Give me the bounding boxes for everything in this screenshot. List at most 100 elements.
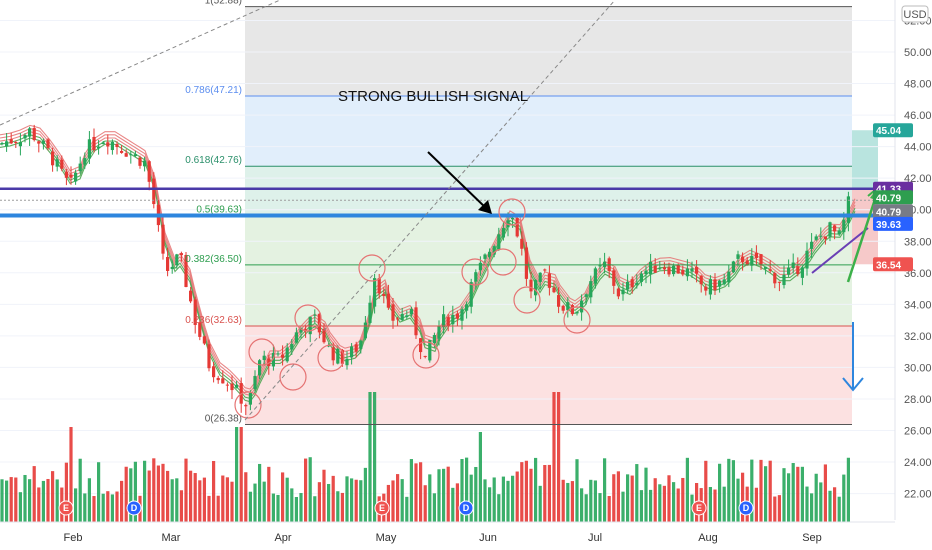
volume-bar xyxy=(488,487,492,522)
fib-zones xyxy=(245,6,878,425)
volume-bar xyxy=(400,479,404,522)
volume-bar xyxy=(474,466,478,522)
volume-bar xyxy=(764,466,768,522)
volume-bar xyxy=(708,487,712,522)
candle-body xyxy=(465,304,469,311)
event-marker-label: D xyxy=(743,503,750,513)
volume-bar xyxy=(336,491,340,522)
candle-body xyxy=(37,141,41,144)
volume-bar xyxy=(538,485,542,522)
candle-body xyxy=(377,278,381,294)
candle-body xyxy=(87,139,91,159)
highlight-circles xyxy=(234,198,591,419)
price-badge-label: 41.33 xyxy=(876,185,901,196)
candle-body xyxy=(800,267,804,278)
volume-bar xyxy=(621,491,625,522)
candle-body xyxy=(584,294,588,297)
volume-bar xyxy=(731,460,735,522)
volume-bar xyxy=(124,466,128,522)
bullish-arrow-line xyxy=(846,189,880,283)
candle-body xyxy=(152,178,156,205)
volume-bar xyxy=(253,483,257,522)
ma-line xyxy=(0,134,856,400)
volume-bar xyxy=(396,474,400,522)
candle-body xyxy=(202,336,206,344)
volume-bar xyxy=(828,490,832,522)
price-badge xyxy=(873,257,913,272)
volume-bar xyxy=(846,457,850,522)
candle-body xyxy=(60,159,64,169)
volume-bar xyxy=(23,474,27,522)
candle-body xyxy=(828,222,832,237)
volume-bar xyxy=(409,459,413,522)
volume-bar xyxy=(529,468,533,522)
highlight-circle xyxy=(461,258,489,286)
candle-body xyxy=(322,328,326,343)
candle-body xyxy=(782,274,786,286)
volume-bar xyxy=(598,493,602,522)
x-tick-label: Feb xyxy=(64,532,83,544)
volume-bar xyxy=(299,493,303,522)
volume-bar xyxy=(55,479,59,522)
candle-body xyxy=(230,383,234,391)
volume-bar xyxy=(566,482,570,522)
candle-body xyxy=(727,271,731,283)
currency-badge[interactable]: USD xyxy=(901,5,929,23)
candle-body xyxy=(819,235,823,237)
candle-body xyxy=(129,154,133,156)
candle-body xyxy=(474,272,478,282)
volume-bar xyxy=(511,475,515,522)
volume-bar xyxy=(612,474,616,522)
event-marker xyxy=(738,500,754,516)
candle-body xyxy=(497,234,501,250)
volume-bar xyxy=(455,483,459,522)
volume-bar xyxy=(110,494,114,522)
volume-bar xyxy=(386,484,390,522)
highlight-circle xyxy=(412,341,440,369)
candle-body xyxy=(184,254,188,287)
fib-label: 0.236(32.63) xyxy=(185,315,242,326)
volume-bar xyxy=(616,471,620,522)
volume-bar xyxy=(649,489,653,522)
candle-body xyxy=(685,268,689,277)
volume-bar xyxy=(580,488,584,522)
candle-body xyxy=(331,347,335,361)
volume-bar xyxy=(331,475,335,522)
candle-body xyxy=(235,384,239,388)
volume-bar xyxy=(704,460,708,522)
volume-bar xyxy=(465,457,469,522)
candle-body xyxy=(534,280,538,296)
candle-body xyxy=(92,136,96,151)
volume-bar xyxy=(814,473,818,522)
candle-body xyxy=(133,154,137,157)
fib-zone xyxy=(245,96,852,167)
volume-bar xyxy=(432,493,436,522)
bearish-arrow-head xyxy=(842,377,864,392)
volume-bar xyxy=(423,485,427,522)
drawings: STRONG BULLISH SIGNAL xyxy=(0,0,885,421)
volume-bar xyxy=(198,480,202,522)
volume-bar xyxy=(281,472,285,522)
volume-bar xyxy=(736,478,740,522)
candle-body xyxy=(285,347,289,362)
candle-body xyxy=(699,275,703,285)
candle-body xyxy=(653,265,657,273)
candle-body xyxy=(166,256,170,272)
volume-bar xyxy=(244,472,248,522)
candle-body xyxy=(0,143,4,145)
candle-body xyxy=(313,314,317,316)
highlight-circle xyxy=(358,254,386,282)
volume-bar xyxy=(787,473,791,522)
price-badge-label: 39.63 xyxy=(876,220,901,231)
candle-body xyxy=(750,255,754,266)
candle-body xyxy=(552,287,556,293)
candle-body xyxy=(212,366,216,378)
volume-bar xyxy=(589,479,593,522)
volume-bar xyxy=(681,477,685,522)
candles xyxy=(0,124,850,415)
volume-bar xyxy=(225,477,229,522)
candle-body xyxy=(580,300,584,313)
candle-body xyxy=(175,254,179,266)
